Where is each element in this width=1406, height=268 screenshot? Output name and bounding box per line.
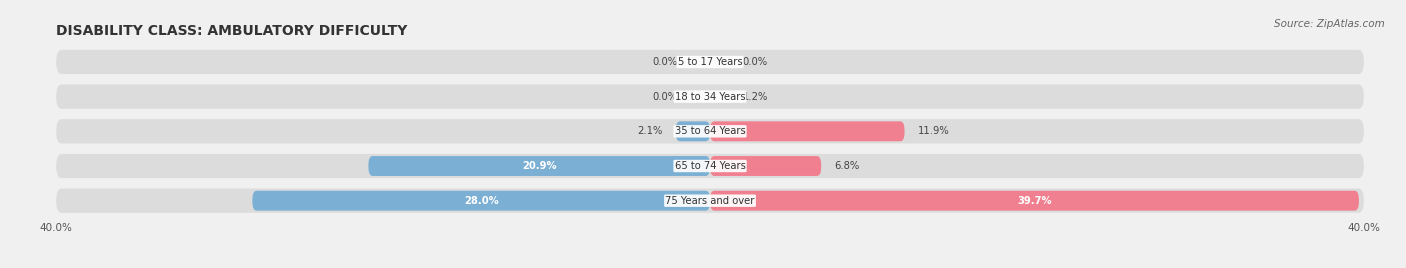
Text: 0.0%: 0.0%: [652, 57, 678, 67]
FancyBboxPatch shape: [368, 156, 710, 176]
FancyBboxPatch shape: [56, 119, 1364, 143]
FancyBboxPatch shape: [56, 154, 1364, 178]
Text: 28.0%: 28.0%: [464, 196, 499, 206]
Text: 35 to 64 Years: 35 to 64 Years: [675, 126, 745, 136]
Text: 11.9%: 11.9%: [918, 126, 949, 136]
Text: DISABILITY CLASS: AMBULATORY DIFFICULTY: DISABILITY CLASS: AMBULATORY DIFFICULTY: [56, 24, 408, 38]
FancyBboxPatch shape: [252, 191, 710, 211]
Text: 65 to 74 Years: 65 to 74 Years: [675, 161, 745, 171]
FancyBboxPatch shape: [676, 121, 710, 141]
FancyBboxPatch shape: [710, 191, 1360, 211]
Text: 0.0%: 0.0%: [742, 57, 768, 67]
Text: 18 to 34 Years: 18 to 34 Years: [675, 92, 745, 102]
Text: 6.8%: 6.8%: [834, 161, 859, 171]
Text: 0.0%: 0.0%: [652, 92, 678, 102]
FancyBboxPatch shape: [56, 50, 1364, 74]
Text: 1.2%: 1.2%: [742, 92, 768, 102]
Text: 5 to 17 Years: 5 to 17 Years: [678, 57, 742, 67]
Text: 39.7%: 39.7%: [1017, 196, 1052, 206]
FancyBboxPatch shape: [56, 189, 1364, 213]
FancyBboxPatch shape: [710, 156, 821, 176]
Text: 2.1%: 2.1%: [637, 126, 662, 136]
Text: 20.9%: 20.9%: [522, 161, 557, 171]
Text: Source: ZipAtlas.com: Source: ZipAtlas.com: [1274, 19, 1385, 29]
FancyBboxPatch shape: [710, 121, 904, 141]
Text: 75 Years and over: 75 Years and over: [665, 196, 755, 206]
FancyBboxPatch shape: [56, 84, 1364, 109]
